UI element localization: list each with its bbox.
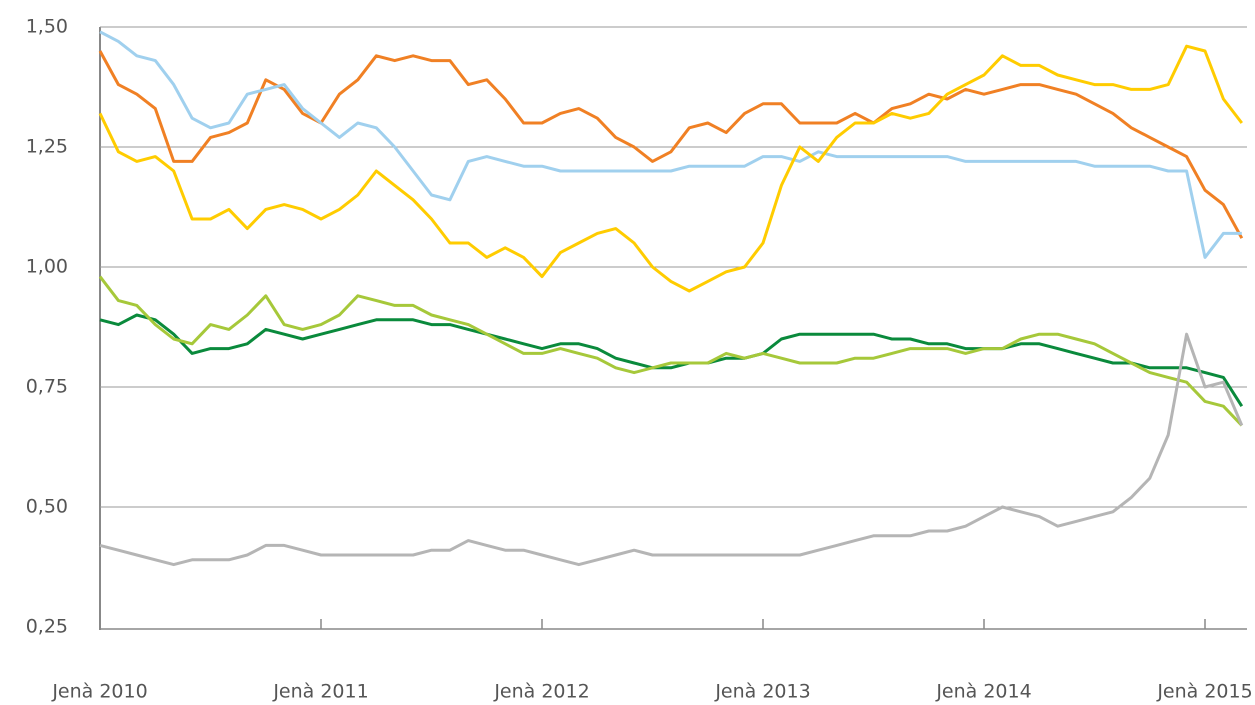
series-line [98, 44, 1243, 293]
x-tick-label: Jenà 2010 [51, 681, 147, 703]
y-tick-label: 1,25 [26, 136, 68, 158]
x-tick-label: Jenà 2013 [714, 681, 810, 703]
y-tick-label: 0,75 [26, 376, 68, 398]
x-tick-label: Jenà 2014 [935, 681, 1031, 703]
series-line [98, 275, 1243, 427]
x-tick-label: Jenà 2015 [1156, 681, 1252, 703]
y-tick-label: 1,00 [26, 256, 68, 278]
y-tick-label: 0,25 [26, 616, 68, 638]
x-tick-label: Jenà 2012 [493, 681, 589, 703]
x-tick-label: Jenà 2011 [272, 681, 368, 703]
series-line [98, 50, 1244, 239]
series-line [99, 30, 1242, 259]
y-tick-label: 1,50 [26, 16, 68, 38]
y-tick-label: 0,50 [26, 496, 68, 518]
series-line [99, 332, 1244, 567]
series-line [99, 313, 1244, 408]
